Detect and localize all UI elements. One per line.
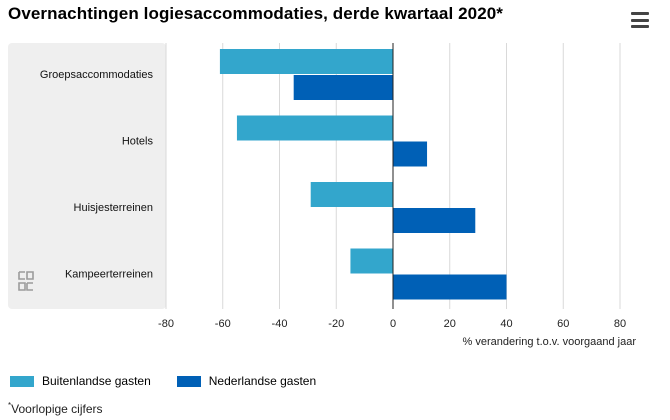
bar-3-0[interactable] xyxy=(350,248,393,274)
bar-1-1[interactable] xyxy=(393,141,428,167)
footnote-marker: * xyxy=(8,401,12,410)
category-label-3: Kampeerterreinen xyxy=(65,269,153,281)
x-tick-label-0: -80 xyxy=(158,318,174,330)
legend: Buitenlandse gasten Nederlandse gasten xyxy=(10,374,342,388)
chart-title: Overnachtingen logiesaccommodaties, derd… xyxy=(8,4,504,23)
legend-swatch-buitenlandse xyxy=(10,375,34,387)
bar-chart: Groepsaccommodaties Hotels Huisjesterreine… xyxy=(8,43,637,348)
footnote-text: Voorlopige cijfers xyxy=(11,402,103,416)
x-tick-label-1: -60 xyxy=(215,318,231,330)
bar-0-1[interactable] xyxy=(293,75,393,100)
category-panel xyxy=(8,43,166,309)
legend-item-buitenlandse[interactable]: Buitenlandse gasten xyxy=(10,374,151,388)
x-axis-label: % verandering t.o.v. voorgaand jaar xyxy=(463,336,637,348)
bar-1-0[interactable] xyxy=(236,115,393,141)
category-label-0: Groepsaccommodaties xyxy=(40,69,154,81)
category-label-2: Huisjesterreinen xyxy=(74,202,153,214)
x-tick-label-6: 40 xyxy=(500,318,512,330)
legend-label-nederlandse: Nederlandse gasten xyxy=(208,374,317,388)
x-tick-label-8: 80 xyxy=(614,318,626,330)
hamburger-menu-icon[interactable] xyxy=(628,8,652,32)
footnote: *Voorlopige cijfers xyxy=(8,401,103,416)
x-tick-label-4: 0 xyxy=(390,318,396,330)
legend-item-nederlandse[interactable]: Nederlandse gasten xyxy=(176,374,317,388)
x-tick-label-5: 20 xyxy=(444,318,456,330)
x-tick-label-2: -40 xyxy=(272,318,288,330)
cbs-logo-icon xyxy=(18,271,34,291)
bar-3-1[interactable] xyxy=(393,274,507,300)
x-tick-label-3: -20 xyxy=(328,318,344,330)
bar-0-0[interactable] xyxy=(219,49,393,74)
legend-label-buitenlandse: Buitenlandse gasten xyxy=(42,374,151,388)
legend-swatch-nederlandse xyxy=(176,375,201,387)
bar-2-0[interactable] xyxy=(310,182,393,207)
bar-2-1[interactable] xyxy=(393,208,476,233)
x-tick-label-7: 60 xyxy=(557,318,569,330)
category-label-1: Hotels xyxy=(122,136,154,148)
